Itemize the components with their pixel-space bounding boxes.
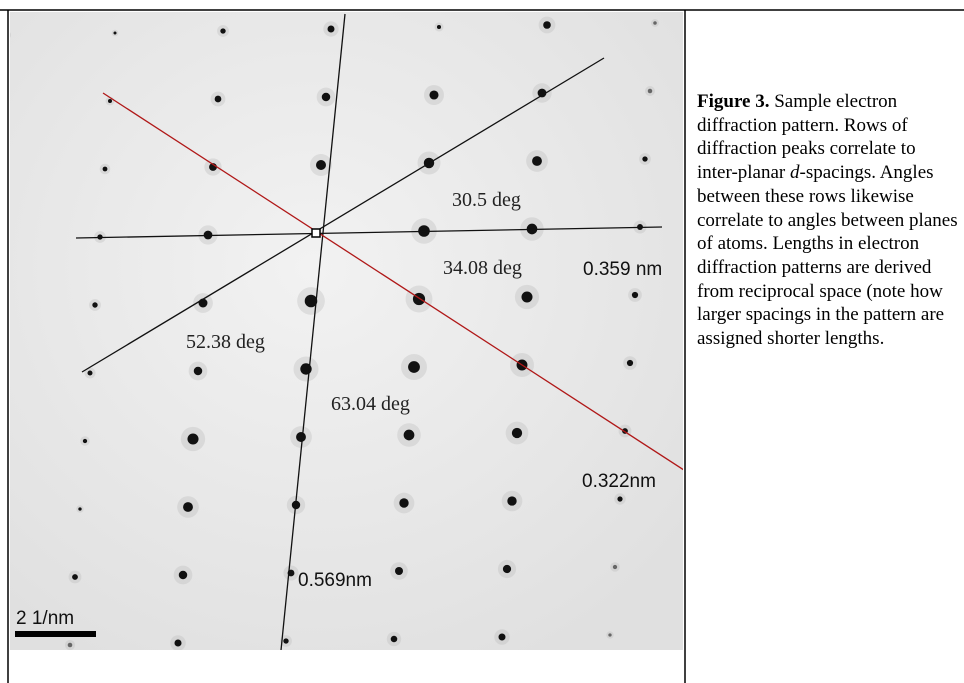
spot: [103, 167, 108, 172]
spot: [92, 302, 97, 307]
angle-label: 34.08 deg: [443, 257, 522, 279]
spot: [503, 565, 511, 573]
spot: [183, 502, 193, 512]
spot: [328, 26, 335, 33]
spot: [215, 96, 222, 103]
scale-bar-label: 2 1/nm: [16, 608, 74, 629]
spot: [296, 432, 306, 442]
spot: [78, 507, 81, 510]
caption: Figure 3. Sample electron diffraction pa…: [697, 90, 959, 351]
spot: [653, 21, 657, 25]
spot: [429, 90, 438, 99]
spot: [391, 636, 398, 643]
spot: [543, 21, 551, 29]
spot: [648, 89, 653, 94]
diffraction-image: 30.5 deg 34.08 deg 52.38 deg 63.04 deg 0…: [0, 12, 690, 683]
spot: [72, 574, 78, 580]
angle-label: 30.5 deg: [452, 189, 521, 211]
spot-halo: [3, 31, 11, 39]
spot: [613, 565, 617, 569]
angle-label: 63.04 deg: [331, 393, 410, 415]
spot: [507, 496, 516, 505]
length-label: 0.569nm: [298, 570, 372, 591]
spot: [532, 156, 542, 166]
spot: [316, 160, 326, 170]
spot: [399, 498, 408, 507]
scale-bar: [15, 631, 96, 637]
image-background: [10, 12, 683, 650]
spot: [617, 496, 622, 501]
spot: [437, 25, 441, 29]
spot: [521, 291, 532, 302]
spot: [83, 439, 87, 443]
spot: [0, 101, 4, 105]
spot: [642, 156, 647, 161]
spot: [174, 639, 181, 646]
spot: [220, 28, 225, 33]
spot: [632, 292, 638, 298]
length-label: 0.359 nm: [583, 259, 662, 280]
spot: [87, 370, 92, 375]
spot: [68, 643, 73, 648]
caption-text: -spacings. Angles between these rows lik…: [697, 162, 958, 349]
spot: [395, 567, 403, 575]
spot: [179, 571, 187, 579]
page: {"figure": { "angle_labels": ["30.5 deg"…: [0, 0, 964, 683]
spot: [114, 32, 117, 35]
spot: [512, 428, 522, 438]
caption-italic: d: [790, 162, 800, 183]
angle-label: 52.38 deg: [186, 331, 265, 353]
spot: [187, 433, 198, 444]
spot: [194, 367, 202, 375]
spot: [499, 634, 506, 641]
spot: [404, 430, 415, 441]
spot: [283, 638, 288, 643]
spot: [322, 93, 330, 101]
spot-halo: [0, 98, 7, 108]
spot: [627, 360, 633, 366]
spot: [608, 633, 611, 636]
center-spot: [312, 229, 320, 237]
length-label: 0.322nm: [582, 471, 656, 492]
caption-label: Figure 3.: [697, 91, 769, 112]
spot: [408, 361, 420, 373]
spot: [108, 99, 112, 103]
